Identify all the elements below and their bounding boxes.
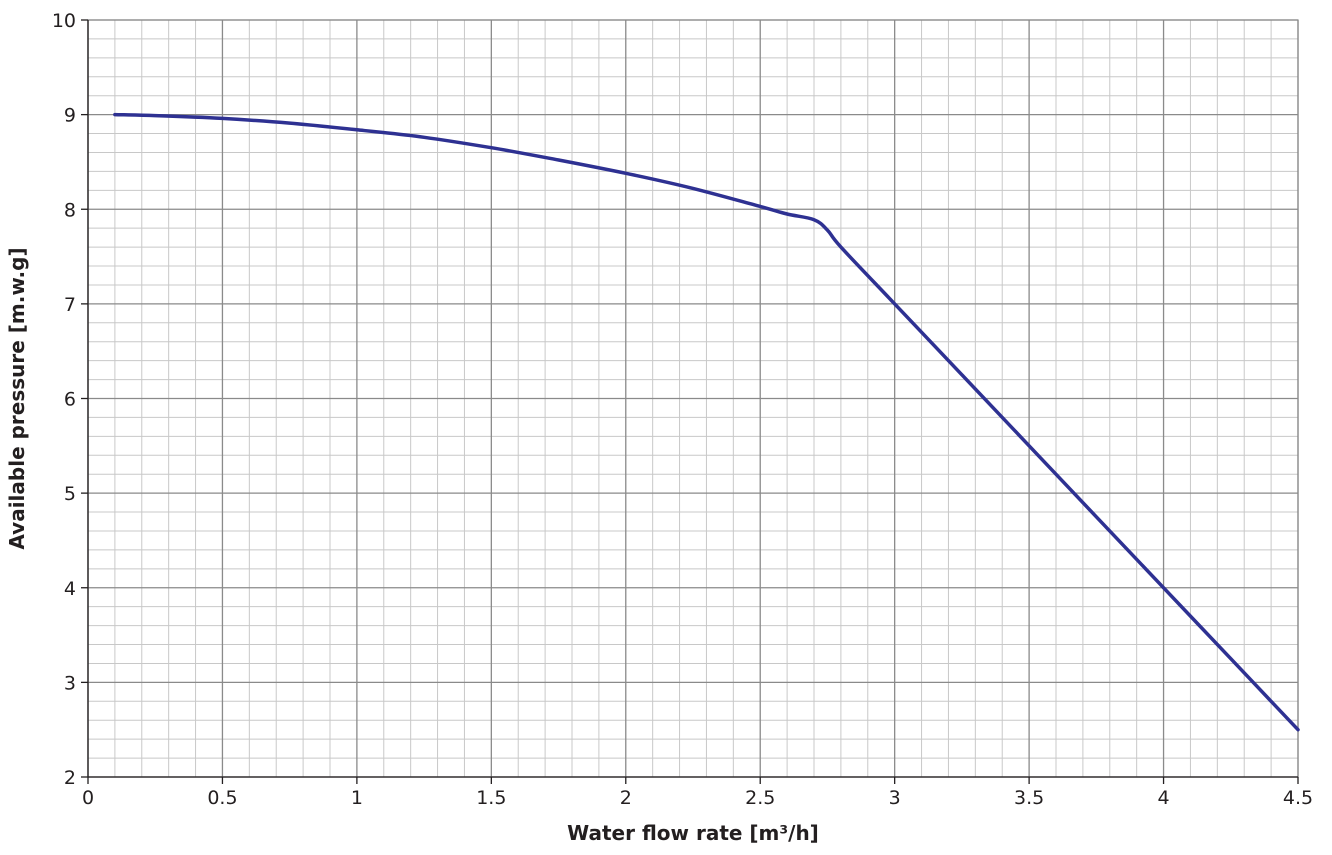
x-tick-label: 0 [82, 787, 94, 809]
x-tick-label: 1 [351, 787, 363, 809]
x-tick-label: 4 [1158, 787, 1170, 809]
y-tick-label: 9 [64, 105, 76, 127]
x-tick-label: 3 [889, 787, 901, 809]
axes [81, 20, 1298, 784]
x-tick-label: 2.5 [745, 787, 775, 809]
y-tick-label: 5 [64, 483, 76, 505]
y-tick-label: 10 [52, 10, 76, 32]
y-tick-labels: 2 3 4 5 6 7 8 9 10 [52, 10, 76, 789]
x-tick-label: 0.5 [207, 787, 237, 809]
x-tick-label: 4.5 [1283, 787, 1313, 809]
x-axis-title: Water flow rate [m³/h] [567, 821, 819, 845]
x-tick-label: 3.5 [1014, 787, 1044, 809]
x-tick-label: 1.5 [476, 787, 506, 809]
y-tick-label: 6 [64, 389, 76, 411]
y-tick-label: 3 [64, 672, 76, 694]
x-tick-label: 2 [620, 787, 632, 809]
y-tick-label: 4 [64, 578, 76, 600]
y-tick-label: 2 [64, 767, 76, 789]
y-axis-title: Available pressure [m.w.g] [5, 247, 29, 549]
y-tick-label: 7 [64, 294, 76, 316]
y-tick-label: 8 [64, 199, 76, 221]
x-tick-labels: 0 0.5 1 1.5 2 2.5 3 3.5 4 4.5 [82, 787, 1313, 809]
